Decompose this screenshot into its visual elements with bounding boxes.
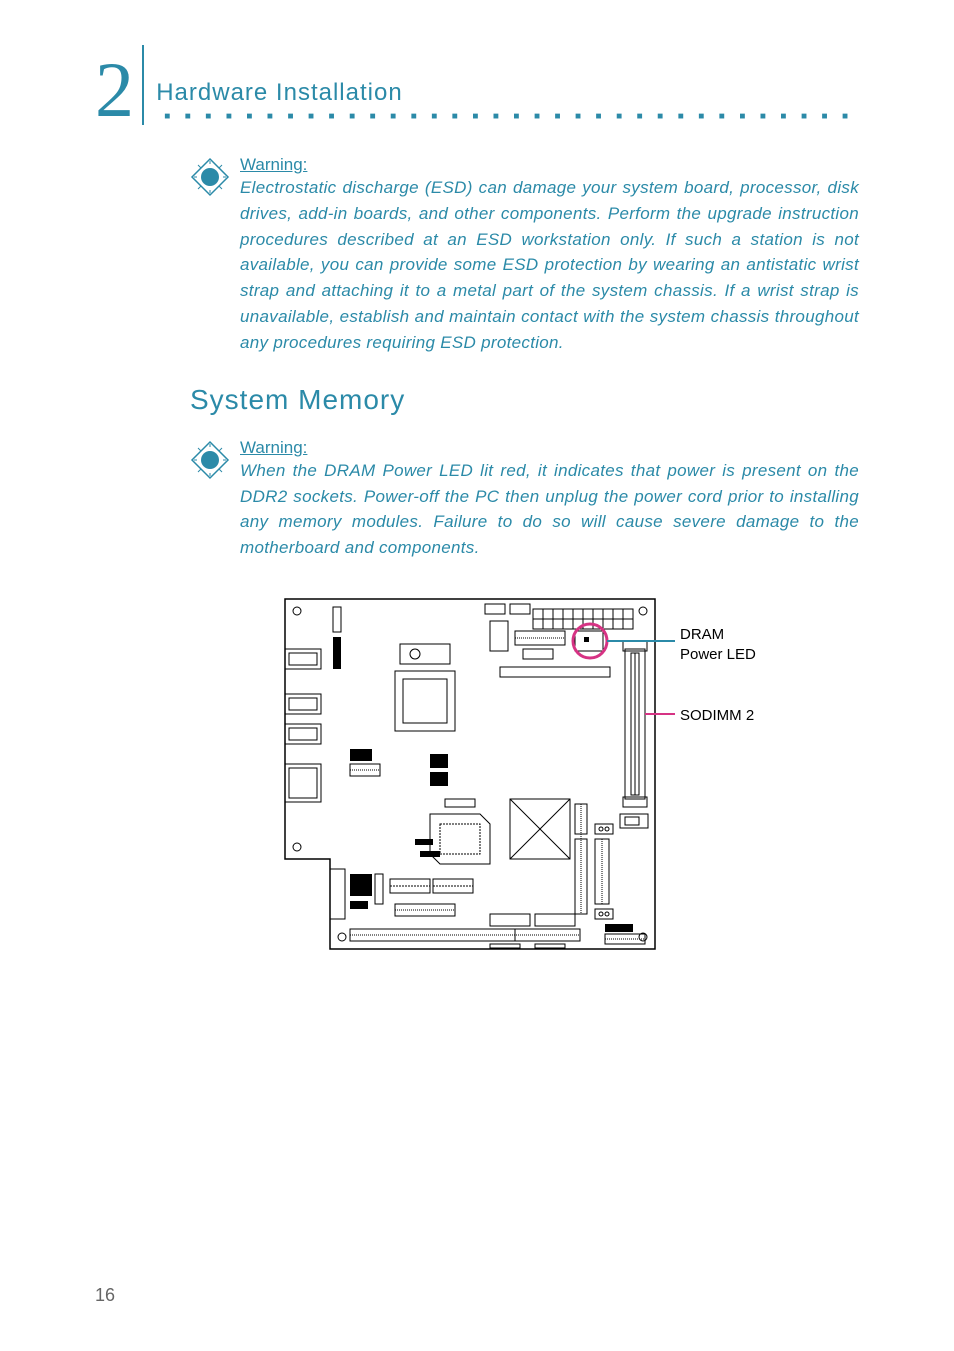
chapter-header: 2 Hardware Installation ■ ■ ■ ■ ■ ■ ■ ■ … [95, 45, 859, 125]
page-number: 16 [95, 1285, 115, 1306]
chapter-divider [142, 45, 144, 125]
warning-label: Warning: [240, 438, 859, 458]
warning-block-esd: Warning: Electrostatic discharge (ESD) c… [190, 155, 859, 356]
callout-dram-led: DRAM Power LED [680, 625, 756, 664]
chapter-title-row: Hardware Installation ■ ■ ■ ■ ■ ■ ■ ■ ■ … [156, 79, 859, 125]
callout-sodimm: SODIMM 2 [680, 706, 754, 726]
chapter-title: Hardware Installation [156, 79, 402, 109]
warning-text: When the DRAM Power LED lit red, it indi… [240, 458, 859, 561]
warning-content: Warning: When the DRAM Power LED lit red… [240, 438, 859, 561]
warning-icon [190, 440, 230, 485]
warning-block-dram: Warning: When the DRAM Power LED lit red… [190, 438, 859, 561]
warning-label: Warning: [240, 155, 859, 175]
section-heading-memory: System Memory [190, 384, 859, 416]
dotted-leader: ■ ■ ■ ■ ■ ■ ■ ■ ■ ■ ■ ■ ■ ■ ■ ■ ■ ■ ■ ■ … [164, 111, 854, 122]
warning-text: Electrostatic discharge (ESD) can damage… [240, 175, 859, 356]
warning-content: Warning: Electrostatic discharge (ESD) c… [240, 155, 859, 356]
callout-sodimm-text: SODIMM 2 [680, 707, 754, 724]
callout-dram-line1: DRAM [680, 626, 724, 643]
motherboard-diagram: DRAM Power LED SODIMM 2 [275, 589, 795, 969]
warning-icon [190, 157, 230, 202]
chapter-number: 2 [95, 55, 142, 125]
callout-dram-line2: Power LED [680, 646, 756, 663]
